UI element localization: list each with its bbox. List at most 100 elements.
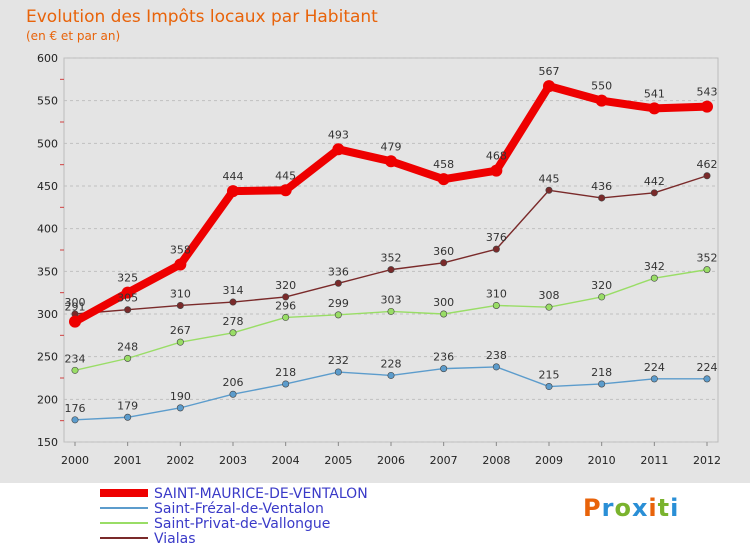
data-label: 444 [223, 170, 244, 183]
data-point [385, 155, 397, 168]
data-label: 236 [433, 351, 454, 364]
data-label: 299 [328, 297, 349, 310]
x-axis: 2000 2001 2002 2003 2004 2005 2006 2007 2008 2009… [61, 442, 721, 467]
data-point [124, 413, 132, 421]
data-point [71, 416, 79, 424]
data-point [492, 245, 500, 253]
data-label: 320 [275, 279, 296, 292]
x-tick-label: 2007 [430, 454, 458, 467]
data-point [227, 185, 239, 198]
data-label: 291 [65, 301, 86, 314]
data-point [598, 194, 606, 202]
data-point [387, 371, 395, 379]
data-label: 442 [644, 175, 665, 188]
data-label: 543 [697, 86, 718, 99]
data-label: 267 [170, 324, 191, 337]
data-point [650, 375, 658, 383]
data-label: 305 [117, 292, 138, 305]
data-label: 320 [591, 279, 612, 292]
data-point [703, 172, 711, 180]
data-point [176, 301, 184, 309]
x-tick-label: 2008 [482, 454, 510, 467]
data-point [282, 313, 290, 321]
data-label: 218 [591, 366, 612, 379]
data-label: 176 [65, 402, 86, 415]
legend-label: Saint-Privat-de-Vallongue [154, 516, 330, 532]
data-label: 445 [275, 169, 296, 182]
data-point [282, 293, 290, 301]
data-point [440, 259, 448, 267]
data-label: 248 [117, 340, 138, 353]
data-label: 310 [486, 287, 507, 300]
data-label: 300 [433, 296, 454, 309]
data-point [703, 266, 711, 274]
data-label: 224 [644, 361, 665, 374]
data-label: 310 [170, 287, 191, 300]
x-tick-label: 2006 [377, 454, 405, 467]
data-point [334, 279, 342, 287]
data-label: 493 [328, 128, 349, 141]
data-label: 300 [65, 296, 86, 309]
data-label: 445 [539, 172, 560, 185]
x-tick-label: 2010 [588, 454, 616, 467]
data-label: 232 [328, 354, 349, 367]
plot-area [63, 57, 719, 443]
data-point [71, 366, 79, 374]
data-label: 436 [591, 180, 612, 193]
data-label: 325 [117, 272, 138, 285]
data-label: 358 [170, 244, 191, 257]
x-tick-label: 2005 [324, 454, 352, 467]
data-point [650, 189, 658, 197]
data-point [490, 164, 503, 177]
data-point [176, 404, 184, 412]
legend-label: Vialas [154, 531, 196, 547]
series-labels: 176 179 190 206 218 232 228 236 238 215 218 224 224 2… [65, 65, 718, 415]
data-point [282, 380, 290, 388]
data-label: 179 [117, 399, 138, 412]
x-tick-label: 2004 [272, 454, 300, 467]
x-tick-label: 2003 [219, 454, 247, 467]
data-point [650, 274, 658, 282]
data-point [279, 184, 292, 197]
data-point [69, 315, 81, 328]
y-tick-label: 400 [37, 223, 58, 236]
data-label: 303 [381, 293, 402, 306]
data-label: 479 [381, 140, 402, 153]
data-point [334, 311, 342, 319]
data-point [703, 375, 711, 383]
y-tick-label: 150 [37, 436, 58, 449]
data-label: 296 [275, 299, 296, 312]
data-label: 190 [170, 390, 191, 403]
y-tick-label: 300 [37, 308, 58, 321]
data-point [545, 186, 553, 194]
data-label: 462 [697, 158, 718, 171]
legend: SAINT-MAURICE-DE-VENTALONSaint-Frézal-de… [100, 486, 368, 547]
data-label: 336 [328, 265, 349, 278]
data-label: 224 [697, 361, 718, 374]
data-point [229, 329, 237, 337]
data-point [174, 258, 187, 271]
data-point [598, 380, 606, 388]
x-tick-label: 2001 [114, 454, 142, 467]
y-tick-label: 250 [37, 351, 58, 364]
data-label: 567 [539, 65, 560, 78]
data-point [387, 266, 395, 274]
chart-subtitle: (en € et par an) [26, 29, 120, 43]
x-tick-label: 2011 [640, 454, 668, 467]
data-label: 215 [539, 369, 560, 382]
series-points [69, 80, 713, 424]
data-point [598, 293, 606, 301]
data-label: 468 [486, 150, 507, 163]
data-label: 360 [433, 245, 454, 258]
data-label: 228 [381, 357, 402, 370]
data-point [437, 173, 450, 186]
data-label: 352 [697, 252, 718, 265]
data-point [440, 365, 448, 373]
x-tick-label: 2002 [166, 454, 194, 467]
data-point [332, 143, 345, 156]
chart-title: Evolution des Impôts locaux par Habitant [26, 7, 378, 27]
data-point [440, 310, 448, 318]
data-point [545, 383, 553, 391]
data-point [648, 102, 661, 115]
data-label: 458 [433, 158, 454, 171]
